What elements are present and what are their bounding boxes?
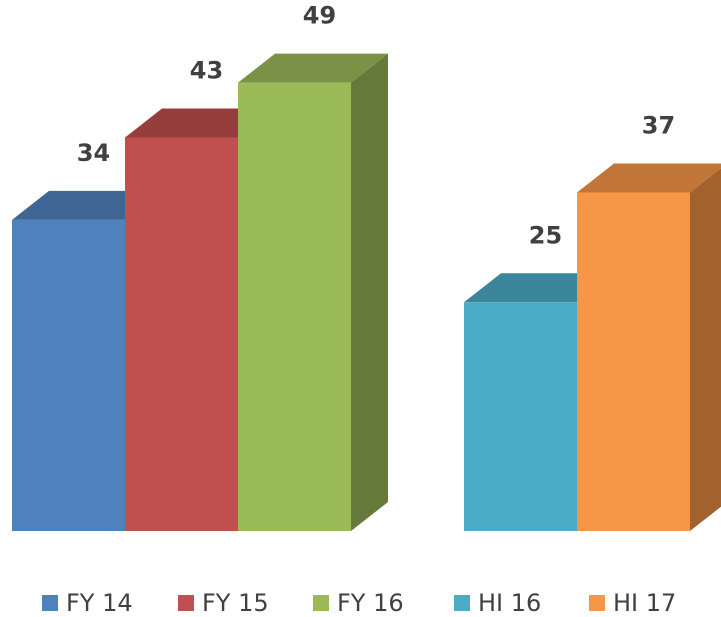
value-label: 43 <box>190 57 223 85</box>
legend-label: HI 16 <box>478 589 541 617</box>
legend-label: FY 16 <box>337 589 404 617</box>
bar-front <box>464 302 577 531</box>
legend-label: HI 17 <box>613 589 676 617</box>
legend-swatch <box>42 595 58 611</box>
bar-front <box>12 219 125 531</box>
legend-swatch <box>313 595 329 611</box>
legend-label: FY 14 <box>66 589 133 617</box>
legend-swatch <box>454 595 470 611</box>
bar-top <box>464 273 614 303</box>
bar-front <box>238 82 351 532</box>
bar-top <box>238 53 388 83</box>
bar-top <box>577 163 721 193</box>
bar-top <box>125 108 275 138</box>
bar <box>238 53 388 532</box>
value-label: 49 <box>303 2 336 30</box>
bar-front <box>577 192 690 531</box>
bar-side <box>690 168 721 531</box>
value-label: 25 <box>529 221 562 249</box>
bar-top <box>12 190 162 220</box>
bar <box>577 163 721 531</box>
bar-side <box>351 53 388 532</box>
legend-swatch <box>178 595 194 611</box>
legend-label: FY 15 <box>202 589 269 617</box>
legend-swatch <box>589 595 605 611</box>
bar-front <box>125 137 238 532</box>
value-label: 34 <box>77 139 110 167</box>
value-label: 37 <box>642 111 675 139</box>
